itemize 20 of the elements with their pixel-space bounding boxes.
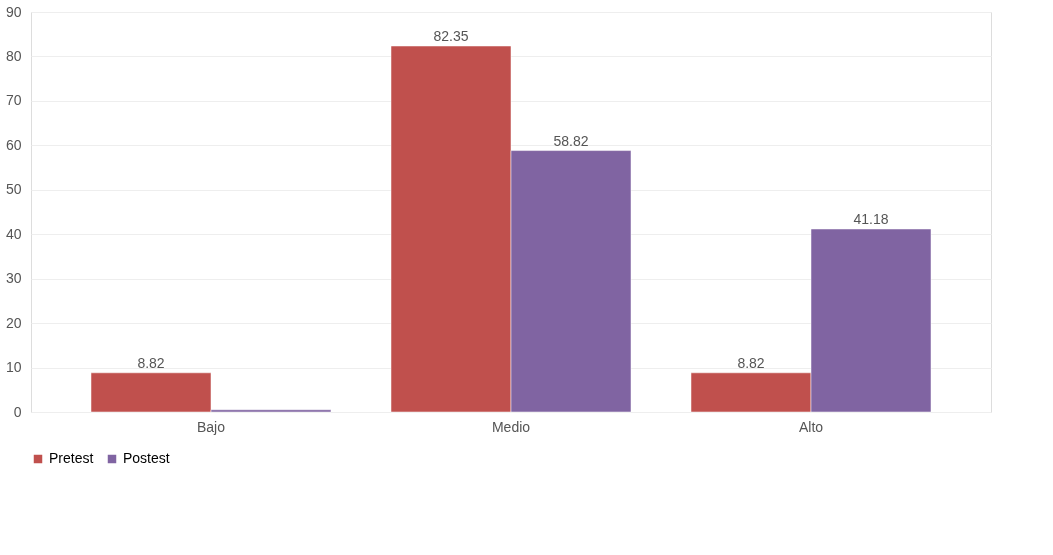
y-tick-label: 40 — [5, 225, 22, 242]
data-label: 82.35 — [433, 28, 469, 44]
y-tick-label: 60 — [5, 136, 22, 153]
x-tick-label: Medio — [491, 418, 531, 435]
data-label: 41.18 — [853, 210, 889, 227]
data-label: 58.82 — [553, 132, 589, 149]
y-tick-label: 10 — [5, 359, 22, 376]
x-tick-label: Bajo — [196, 418, 226, 435]
y-tick-label: 0 — [13, 403, 22, 420]
legend-label: Pretest — [49, 450, 94, 466]
y-tick-label: 70 — [5, 92, 22, 109]
y-tick-label: 90 — [5, 3, 22, 20]
y-tick-label: 80 — [5, 47, 22, 64]
data-label: 8.82 — [137, 354, 165, 371]
y-tick-label: 20 — [5, 314, 22, 331]
x-tick-label: Alto — [798, 418, 824, 435]
y-tick-label: 30 — [5, 270, 22, 287]
legend-label: Postest — [123, 450, 170, 466]
data-label: 8.82 — [737, 354, 765, 371]
y-tick-label: 50 — [5, 181, 22, 198]
